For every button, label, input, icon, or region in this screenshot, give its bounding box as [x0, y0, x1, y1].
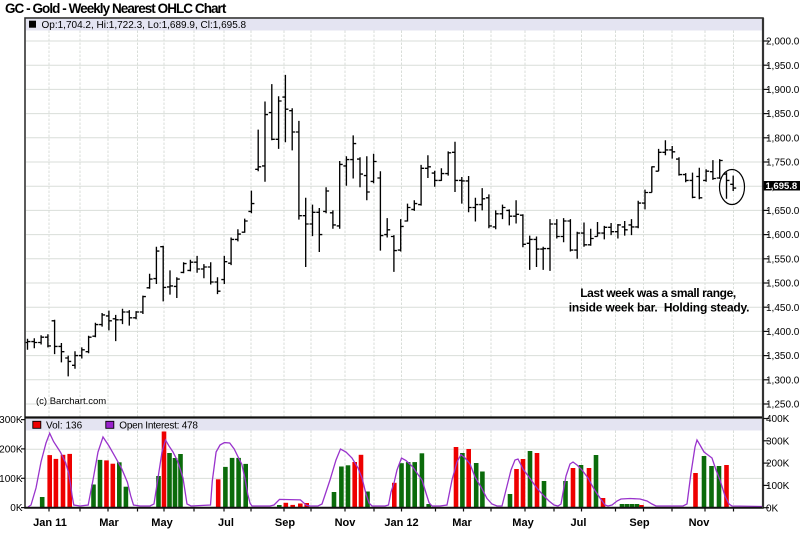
svg-text:Mar: Mar	[99, 517, 119, 529]
svg-text:1,950.0: 1,950.0	[766, 61, 800, 72]
svg-text:Vol: 136: Vol: 136	[46, 420, 83, 431]
svg-text:Jan 12: Jan 12	[384, 517, 418, 529]
svg-text:1,600.0: 1,600.0	[766, 230, 800, 241]
svg-text:Sep: Sep	[275, 517, 295, 529]
svg-text:Last week was a small range,: Last week was a small range,	[580, 286, 736, 300]
svg-text:(c) Barchart.com: (c) Barchart.com	[36, 396, 106, 407]
svg-text:300K: 300K	[0, 415, 23, 426]
svg-text:Jul: Jul	[571, 517, 587, 529]
svg-text:200K: 200K	[766, 459, 790, 470]
svg-text:1,695.8: 1,695.8	[766, 181, 798, 192]
svg-text:Op:1,704.2, Hi:1,722.3, Lo:1,6: Op:1,704.2, Hi:1,722.3, Lo:1,689.9, Cl:1…	[42, 20, 247, 31]
svg-text:1,450.0: 1,450.0	[766, 303, 800, 314]
svg-text:Open Interest: 478: Open Interest: 478	[119, 420, 198, 431]
svg-text:May: May	[151, 517, 173, 529]
svg-text:100K: 100K	[0, 474, 23, 485]
svg-text:2,000.0: 2,000.0	[766, 37, 800, 48]
svg-text:1,300.0: 1,300.0	[766, 375, 800, 386]
svg-text:Nov: Nov	[335, 517, 357, 529]
svg-text:1,750.0: 1,750.0	[766, 158, 800, 169]
svg-text:inside week bar. Holding stea: inside week bar. Holding steady.	[569, 301, 750, 315]
svg-text:1,500.0: 1,500.0	[766, 279, 800, 290]
svg-text:1,350.0: 1,350.0	[766, 351, 800, 362]
svg-text:0K: 0K	[10, 503, 23, 514]
svg-text:1,900.0: 1,900.0	[766, 85, 800, 96]
svg-text:1,650.0: 1,650.0	[766, 206, 800, 217]
svg-text:Jan 11: Jan 11	[33, 517, 67, 529]
svg-text:1,250.0: 1,250.0	[766, 400, 800, 411]
svg-text:200K: 200K	[0, 445, 23, 456]
svg-text:Mar: Mar	[452, 517, 472, 529]
svg-text:0K: 0K	[766, 503, 779, 514]
svg-text:1,400.0: 1,400.0	[766, 327, 800, 338]
svg-text:1,800.0: 1,800.0	[766, 133, 800, 144]
svg-text:300K: 300K	[766, 436, 790, 447]
svg-text:GC - Gold - Weekly Nearest OHL: GC - Gold - Weekly Nearest OHLC Chart	[5, 1, 227, 16]
svg-text:400K: 400K	[766, 414, 790, 425]
svg-text:Sep: Sep	[629, 517, 649, 529]
svg-text:Jul: Jul	[218, 517, 234, 529]
svg-text:1,850.0: 1,850.0	[766, 109, 800, 120]
svg-text:1,550.0: 1,550.0	[766, 254, 800, 265]
svg-text:May: May	[512, 517, 534, 529]
svg-text:Nov: Nov	[689, 517, 711, 529]
svg-text:100K: 100K	[766, 481, 790, 492]
